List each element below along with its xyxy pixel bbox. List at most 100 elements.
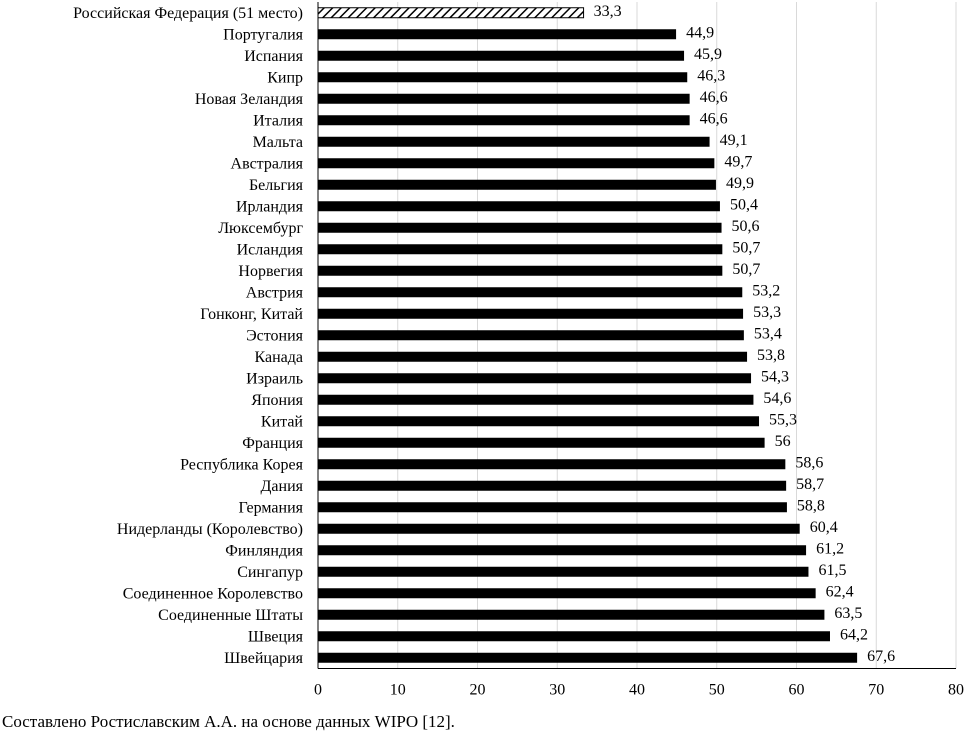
value-label: 58,8 xyxy=(797,497,825,514)
bar xyxy=(318,179,716,190)
category-label: Сингапур xyxy=(237,564,303,581)
bar xyxy=(318,609,825,620)
category-label: Израиль xyxy=(246,370,303,387)
category-label: Канада xyxy=(255,349,303,366)
bar xyxy=(318,652,858,663)
x-tick-label: 20 xyxy=(470,682,486,699)
category-label: Финляндия xyxy=(225,542,303,559)
category-label: Гонконг, Китай xyxy=(200,306,303,323)
value-label: 53,4 xyxy=(754,325,782,342)
value-label: 53,8 xyxy=(757,347,785,364)
value-label: 58,7 xyxy=(796,476,824,493)
category-label: Соединенное Королевство xyxy=(123,585,303,602)
category-label: Китай xyxy=(261,413,304,430)
value-label: 58,6 xyxy=(795,454,823,471)
value-label: 54,3 xyxy=(761,368,789,385)
category-label: Российская Федерация (51 место) xyxy=(73,5,303,22)
value-label: 46,6 xyxy=(700,110,728,127)
value-label: 50,7 xyxy=(732,261,760,278)
axes xyxy=(317,2,956,669)
category-label: Испания xyxy=(244,48,303,65)
value-label: 61,5 xyxy=(818,562,846,579)
bar xyxy=(318,50,685,61)
category-label: Дания xyxy=(261,478,304,495)
bar xyxy=(318,373,752,384)
bar xyxy=(318,459,786,470)
value-label: 46,3 xyxy=(697,67,725,84)
bar xyxy=(318,545,807,556)
bar xyxy=(318,72,688,83)
category-label: Люксембург xyxy=(218,220,303,237)
value-label: 33,3 xyxy=(594,3,622,20)
bar xyxy=(318,201,720,212)
x-tick-label: 40 xyxy=(629,682,645,699)
category-label: Австрия xyxy=(246,284,304,301)
category-label: Франция xyxy=(242,435,303,452)
value-label: 44,9 xyxy=(686,24,714,41)
value-label: 50,6 xyxy=(732,218,760,235)
value-label: 49,1 xyxy=(720,132,748,149)
x-tick-labels: 0 10 20 30 40 50 60 70 80 xyxy=(314,682,964,699)
value-label: 45,9 xyxy=(694,46,722,63)
value-labels: 33,3 44,9 45,9 46,3 46,6 46,6 49,1 49,7 49,9 50,4… xyxy=(594,3,896,665)
value-label: 61,2 xyxy=(816,540,844,557)
category-label: Швейцария xyxy=(224,650,303,667)
bar-highlighted xyxy=(317,7,585,19)
bar xyxy=(318,523,800,534)
bar xyxy=(318,437,765,448)
bar-chart: Российская Федерация (51 место) Португали… xyxy=(73,2,964,699)
category-label: Исландия xyxy=(237,241,304,258)
x-tick-label: 50 xyxy=(709,682,725,699)
x-tick-label: 30 xyxy=(549,682,565,699)
bar xyxy=(318,588,816,599)
category-label: Кипр xyxy=(267,69,303,86)
bar xyxy=(318,416,760,427)
value-label: 53,3 xyxy=(753,304,781,321)
value-label: 49,7 xyxy=(724,153,752,170)
bar xyxy=(318,330,744,341)
category-label: Швеция xyxy=(248,628,304,645)
x-tick-label: 60 xyxy=(789,682,805,699)
bar xyxy=(318,394,754,405)
value-label: 64,2 xyxy=(840,626,868,643)
value-label: 53,2 xyxy=(752,282,780,299)
value-label: 50,7 xyxy=(732,239,760,256)
category-label: Республика Корея xyxy=(180,456,304,473)
bar xyxy=(318,351,748,362)
x-tick-label: 10 xyxy=(390,682,406,699)
category-label: Япония xyxy=(251,392,303,409)
bar xyxy=(318,29,677,40)
value-label: 63,5 xyxy=(834,605,862,622)
bars xyxy=(317,7,858,663)
bar xyxy=(318,502,787,513)
category-labels: Российская Федерация (51 место) Португали… xyxy=(73,5,303,667)
bar xyxy=(318,136,710,147)
bar xyxy=(318,287,743,298)
value-label: 50,4 xyxy=(730,196,758,213)
category-label: Соединенные Штаты xyxy=(158,607,303,624)
bar xyxy=(318,566,809,577)
bar xyxy=(318,115,690,126)
category-label: Мальта xyxy=(253,134,303,151)
source-note: Составлено Ростиславским А.А. на основе … xyxy=(2,712,455,731)
bar xyxy=(318,222,722,233)
category-label: Ирландия xyxy=(236,198,304,215)
category-label: Португалия xyxy=(223,26,303,43)
value-label: 54,6 xyxy=(763,390,791,407)
x-tick-label: 70 xyxy=(868,682,884,699)
category-label: Нидерланды (Королевство) xyxy=(117,521,303,538)
category-label: Эстония xyxy=(246,327,304,344)
bar xyxy=(318,244,723,255)
bar xyxy=(318,631,830,642)
bar xyxy=(318,308,744,319)
category-label: Норвегия xyxy=(238,263,303,280)
category-label: Бельгия xyxy=(249,177,304,194)
value-label: 67,6 xyxy=(867,648,895,665)
value-label: 55,3 xyxy=(769,411,797,428)
value-label: 46,6 xyxy=(700,89,728,106)
value-label: 56 xyxy=(775,433,791,450)
value-label: 62,4 xyxy=(826,583,854,600)
bar xyxy=(318,480,787,491)
bar xyxy=(318,265,723,276)
category-label: Австралия xyxy=(231,155,304,172)
